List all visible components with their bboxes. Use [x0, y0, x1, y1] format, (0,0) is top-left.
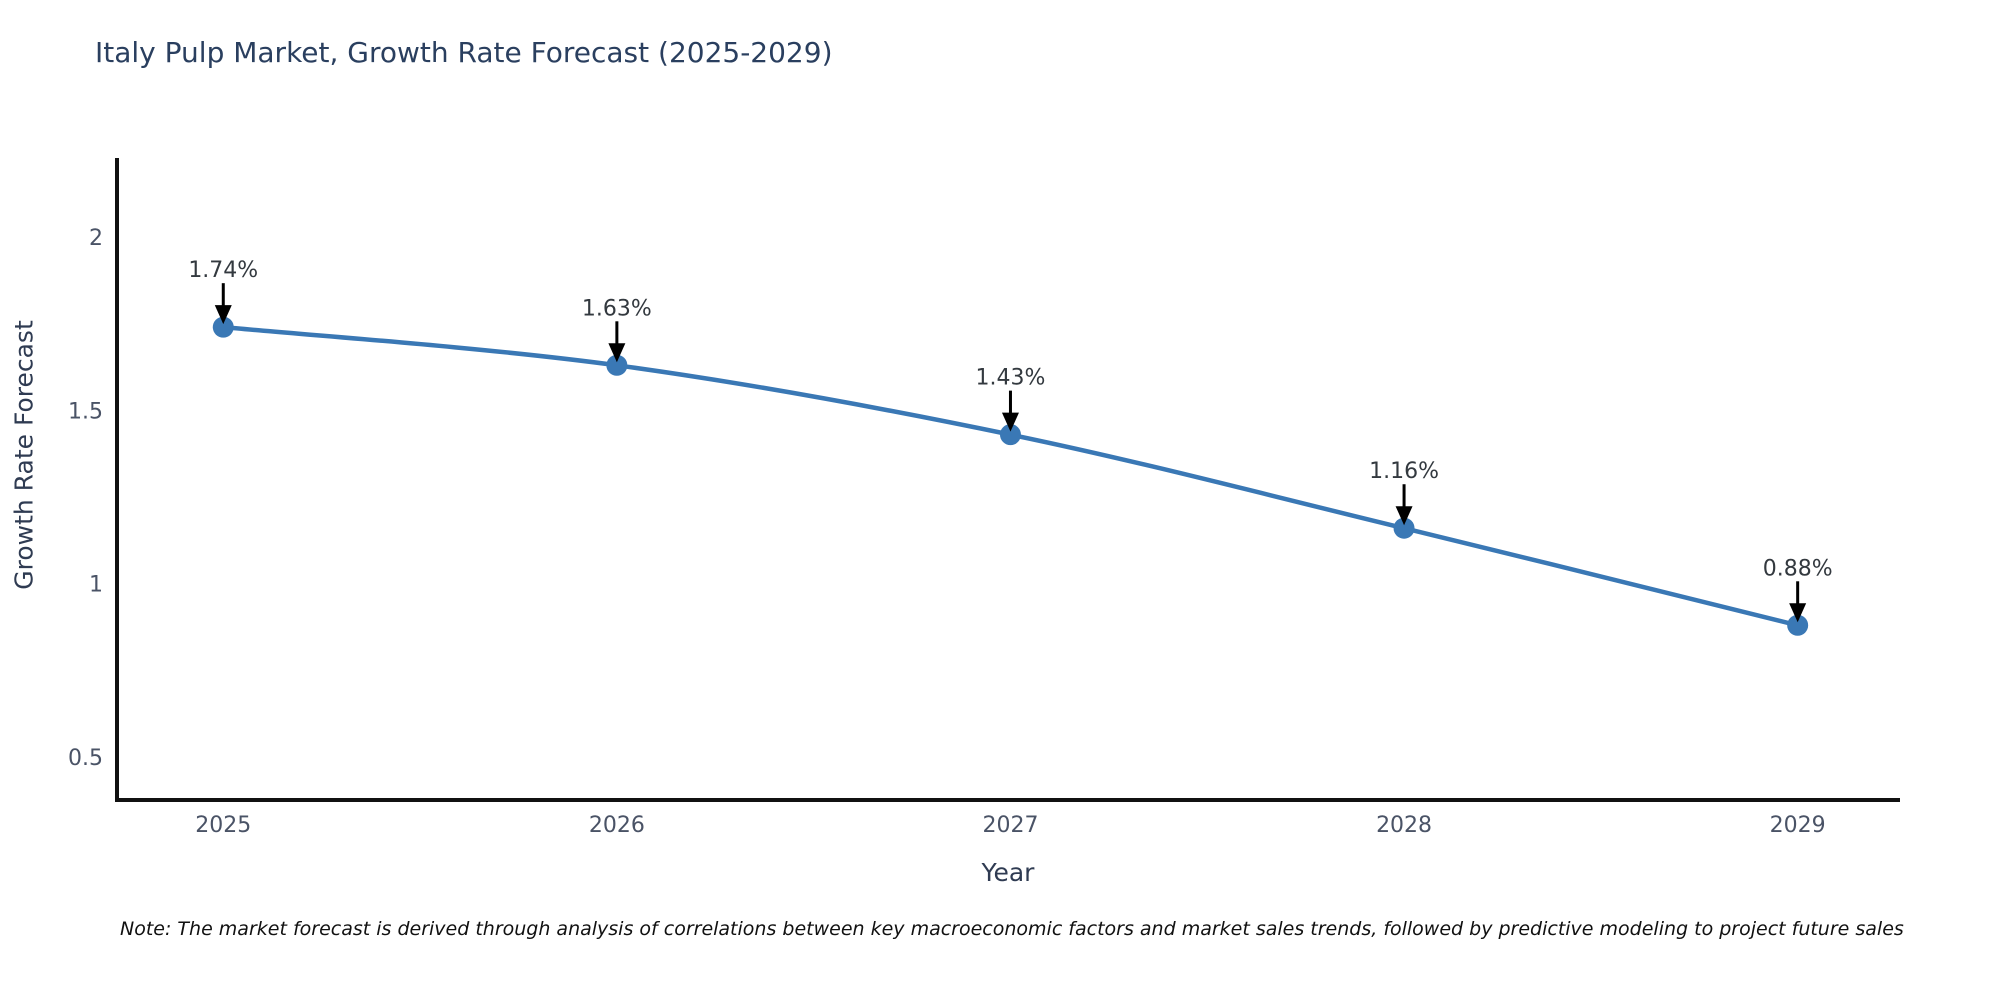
point-annotation-label: 0.88%	[1763, 556, 1833, 581]
x-tick-label: 2027	[982, 813, 1038, 838]
point-annotation-label: 1.74%	[188, 258, 258, 283]
annotation-arrowhead	[1789, 603, 1807, 623]
x-tick-label: 2028	[1376, 813, 1432, 838]
point-annotation-label: 1.43%	[976, 366, 1046, 391]
point-annotation-label: 1.16%	[1369, 459, 1439, 484]
footnote: Note: The market forecast is derived thr…	[120, 918, 1904, 940]
y-tick-label: 1	[89, 573, 103, 598]
y-tick-label: 1.5	[68, 399, 103, 424]
data-point-marker	[606, 354, 628, 376]
annotation-arrowhead	[1001, 412, 1019, 432]
x-tick-label: 2026	[589, 813, 645, 838]
annotation-arrowhead	[608, 343, 626, 363]
chart-title: Italy Pulp Market, Growth Rate Forecast …	[95, 36, 833, 69]
data-point-marker	[1787, 614, 1809, 636]
data-point-marker	[999, 424, 1021, 446]
y-tick-label: 2	[89, 226, 103, 251]
data-point-marker	[212, 316, 234, 338]
annotation-arrowhead	[214, 305, 232, 325]
x-tick-label: 2029	[1770, 813, 1826, 838]
point-annotation-label: 1.63%	[582, 296, 652, 321]
y-tick-label: 0.5	[68, 746, 103, 771]
x-axis-title: Year	[981, 858, 1035, 887]
x-tick-label: 2025	[195, 813, 251, 838]
annotation-arrowhead	[1395, 506, 1413, 526]
data-point-marker	[1393, 517, 1415, 539]
